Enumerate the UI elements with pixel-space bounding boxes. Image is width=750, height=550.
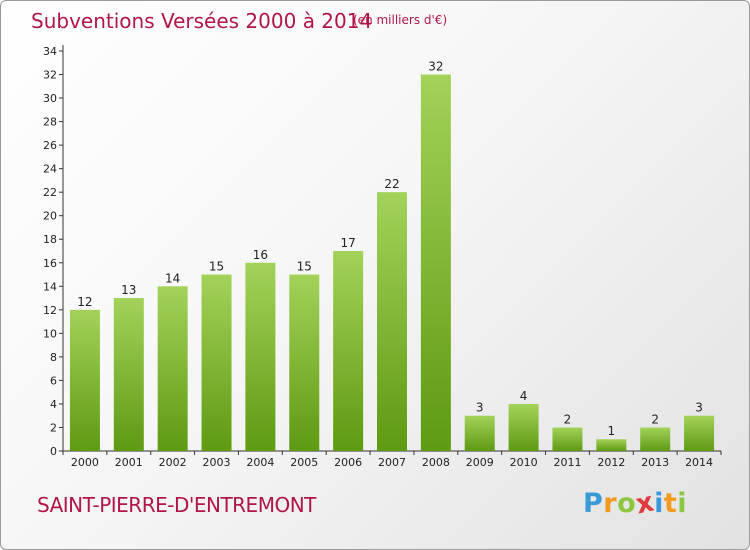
bar (508, 403, 539, 451)
bar-value-label: 12 (77, 295, 92, 309)
y-tick-label: 4 (50, 398, 57, 411)
bar (684, 415, 715, 451)
bar (333, 251, 364, 451)
x-tick-label: 2010 (510, 456, 538, 469)
x-tick-label: 2011 (553, 456, 581, 469)
x-tick-label: 2009 (466, 456, 494, 469)
y-tick-label: 20 (43, 210, 57, 223)
y-tick-label: 22 (43, 186, 57, 199)
bar-value-label: 1 (608, 424, 616, 438)
y-tick-label: 18 (43, 233, 57, 246)
bar (245, 262, 276, 451)
bar-value-label: 17 (340, 236, 355, 250)
y-tick-label: 32 (43, 69, 57, 82)
bar-value-label: 14 (165, 271, 180, 285)
logo-letter: i (677, 488, 688, 519)
logo-letter: P (583, 488, 604, 519)
bar (596, 439, 627, 451)
bar-value-label: 15 (297, 260, 312, 274)
bar (420, 74, 451, 451)
bar-value-label: 32 (428, 60, 443, 74)
logo-letter: r (603, 488, 618, 519)
bar (157, 286, 188, 451)
proxiti-logo[interactable]: Proxiti (583, 486, 688, 520)
x-tick-label: 2013 (641, 456, 669, 469)
y-tick-label: 8 (50, 351, 57, 364)
x-tick-label: 2008 (422, 456, 450, 469)
y-tick-label: 12 (43, 304, 57, 317)
bar (69, 309, 100, 451)
bar-value-label: 3 (476, 401, 484, 415)
x-tick-label: 2006 (334, 456, 362, 469)
bar-value-label: 16 (253, 248, 268, 262)
y-tick-label: 0 (50, 445, 57, 458)
bar-value-label: 4 (520, 389, 528, 403)
unit-label: (en milliers d'€) (353, 13, 448, 27)
bar-value-label: 2 (651, 412, 659, 426)
bar-value-label: 22 (384, 177, 399, 191)
commune-name: SAINT-PIERRE-D'ENTREMONT (37, 493, 316, 517)
x-tick-label: 2005 (290, 456, 318, 469)
y-tick-label: 6 (50, 374, 57, 387)
bar-value-label: 3 (695, 401, 703, 415)
bar (377, 192, 407, 452)
bar-value-label: 15 (209, 260, 224, 274)
y-tick-label: 28 (43, 116, 57, 129)
logo-letter: t (663, 488, 678, 519)
x-tick-label: 2014 (685, 456, 713, 469)
bar (640, 427, 671, 451)
y-tick-label: 16 (43, 257, 57, 270)
y-tick-label: 34 (43, 45, 57, 58)
y-tick-label: 26 (43, 139, 57, 152)
x-tick-label: 2001 (115, 456, 143, 469)
logo-letter: i (654, 488, 664, 519)
y-tick-label: 14 (43, 280, 57, 293)
bars (69, 74, 715, 452)
bar (552, 427, 583, 451)
bar (201, 274, 232, 451)
logo-letter: o (617, 488, 637, 519)
y-tick-label: 24 (43, 163, 57, 176)
bar (113, 298, 144, 451)
bar-value-label: 13 (121, 283, 136, 297)
x-tick-label: 2012 (597, 456, 625, 469)
x-tick-label: 2002 (159, 456, 187, 469)
chart-title: Subventions Versées 2000 à 2014 (31, 9, 373, 33)
bar (464, 415, 495, 451)
bar-value-label: 2 (564, 412, 572, 426)
y-tick-label: 10 (43, 327, 57, 340)
x-tick-label: 2007 (378, 456, 406, 469)
y-tick-label: 30 (43, 92, 57, 105)
y-tick-label: 2 (50, 421, 57, 434)
bar (289, 274, 320, 451)
x-tick-label: 2003 (203, 456, 231, 469)
x-tick-label: 2000 (71, 456, 99, 469)
x-tick-label: 2004 (246, 456, 274, 469)
